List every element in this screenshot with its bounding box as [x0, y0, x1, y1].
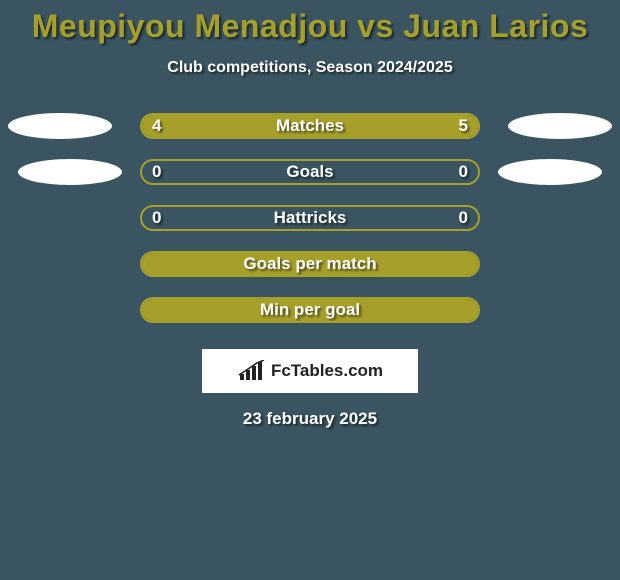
stat-row: Goals0 0	[0, 159, 620, 185]
stat-bar-fill-right	[290, 115, 478, 137]
stat-bar-fill	[142, 299, 478, 321]
stat-bar-track: Goals per match	[140, 251, 480, 277]
brand-box: FcTables.com	[202, 349, 418, 393]
player1-name: Meupiyou Menadjou	[32, 8, 348, 44]
stat-row: Goals per match	[0, 251, 620, 277]
stat-row: Matches45	[0, 113, 620, 139]
stat-label: Hattricks	[142, 208, 478, 228]
stat-value-left: 0	[152, 162, 161, 182]
stat-bar-track: Matches45	[140, 113, 480, 139]
date-line: 23 february 2025	[0, 409, 620, 429]
stat-rows: Matches45Goals00Hattricks00Goals per mat…	[0, 113, 620, 323]
stat-row: Min per goal	[0, 297, 620, 323]
brand-chart-icon	[237, 360, 265, 382]
side-ellipse-right	[508, 113, 612, 139]
stat-bar-fill-left	[142, 115, 290, 137]
stat-value-left: 0	[152, 208, 161, 228]
side-ellipse-left	[8, 113, 112, 139]
stat-bar-fill	[142, 253, 478, 275]
stat-value-right: 0	[459, 208, 468, 228]
stat-bar-track: Hattricks0 0	[140, 205, 480, 231]
player2-name: Juan Larios	[403, 8, 588, 44]
stat-value-right: 0	[459, 162, 468, 182]
stat-bar-track: Goals0 0	[140, 159, 480, 185]
page-title: Meupiyou Menadjou vs Juan Larios	[0, 0, 620, 45]
stat-bar-track: Min per goal	[140, 297, 480, 323]
stat-row: Hattricks0 0	[0, 205, 620, 231]
side-ellipse-right	[498, 159, 602, 185]
title-vs: vs	[357, 8, 394, 44]
brand-text: FcTables.com	[271, 361, 383, 381]
comparison-infographic: Meupiyou Menadjou vs Juan Larios Club co…	[0, 0, 620, 580]
stat-label: Goals	[142, 162, 478, 182]
side-ellipse-left	[18, 159, 122, 185]
subtitle: Club competitions, Season 2024/2025	[0, 59, 620, 77]
